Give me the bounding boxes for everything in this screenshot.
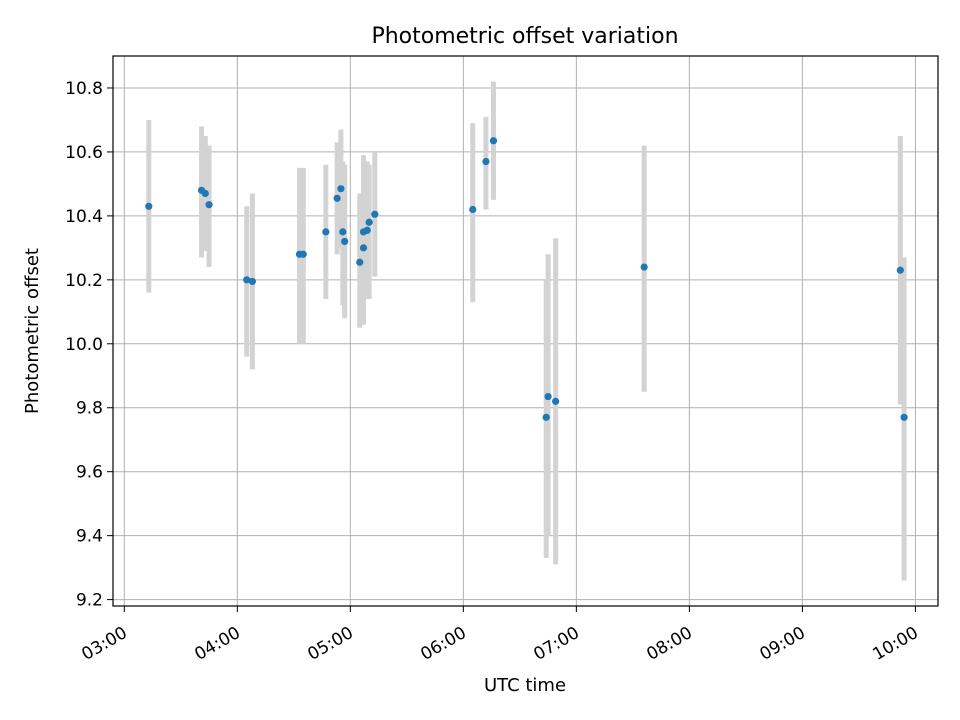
- x-tick-label: 06:00: [417, 623, 469, 665]
- data-point: [489, 137, 498, 145]
- data-point: [322, 228, 330, 236]
- data-point: [201, 189, 209, 198]
- data-point: [365, 218, 373, 226]
- y-tick-label: 10.6: [65, 143, 103, 163]
- y-tick-label: 9.6: [76, 463, 103, 483]
- y-axis-label: Photometric offset: [22, 248, 43, 414]
- x-tick-label: 05:00: [304, 623, 356, 665]
- plot-frame: [112, 55, 939, 607]
- x-axis-label: UTC time: [484, 675, 566, 696]
- data-point: [341, 237, 349, 246]
- x-tick-label: 08:00: [643, 623, 695, 665]
- data-point: [544, 392, 552, 401]
- data-point: [482, 157, 490, 166]
- data-point: [640, 263, 648, 271]
- data-point: [542, 413, 550, 421]
- data-point: [337, 185, 345, 193]
- grid: [113, 56, 938, 606]
- x-tick-label: 04:00: [191, 623, 243, 665]
- x-tick-label: 07:00: [530, 623, 582, 665]
- data-point: [248, 277, 256, 286]
- data-points: [145, 137, 908, 421]
- data-point: [145, 202, 153, 210]
- chart-title: Photometric offset variation: [371, 24, 678, 49]
- y-tick-label: 10.0: [65, 335, 103, 355]
- data-point: [299, 250, 307, 258]
- x-axis-ticks: 03:00 04:00 05:00 06:00 07:00 08:00 09:00 10:00: [78, 606, 922, 665]
- data-point: [243, 276, 251, 284]
- x-tick-label: 10:00: [869, 623, 921, 665]
- data-point: [371, 210, 379, 218]
- error-bars: [146, 81, 907, 581]
- data-point: [205, 201, 213, 209]
- y-axis-ticks: 9.2 9.4 9.6 9.8 10.0 10.2 10.4 10.6 10.8: [65, 79, 113, 611]
- data-point: [333, 194, 341, 202]
- y-tick-label: 10.4: [65, 207, 103, 227]
- data-point: [363, 226, 371, 234]
- y-tick-label: 10.8: [65, 79, 103, 99]
- data-point: [469, 205, 477, 214]
- y-tick-label: 9.2: [76, 591, 103, 611]
- y-tick-label: 10.2: [65, 271, 103, 291]
- data-point: [896, 266, 904, 274]
- data-point: [900, 413, 908, 421]
- y-tick-label: 9.8: [76, 399, 103, 419]
- x-tick-label: 03:00: [78, 623, 130, 665]
- data-point: [356, 258, 364, 266]
- data-point: [359, 244, 368, 252]
- data-point: [339, 228, 347, 236]
- x-tick-label: 09:00: [756, 623, 808, 665]
- data-point: [552, 397, 560, 405]
- y-tick-label: 9.4: [76, 527, 103, 547]
